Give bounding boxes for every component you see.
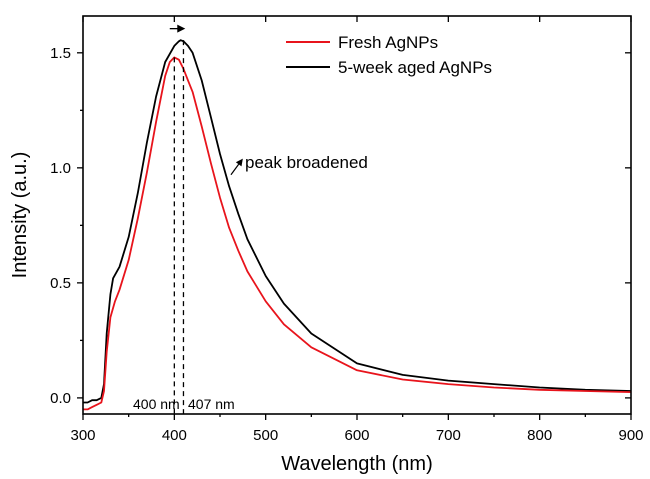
y-tick-label: 1.0 <box>50 160 71 177</box>
plot-annotations <box>169 24 243 414</box>
broadened-arrow <box>230 163 240 176</box>
x-axis-title: Wavelength (nm) <box>281 453 433 475</box>
y-axis-title: Intensity (a.u.) <box>9 152 31 279</box>
x-axis-ticks: 300 400 500 600 700 800 900 <box>70 16 644 444</box>
x-tick-label: 600 <box>344 427 369 444</box>
x-tick-label: 500 <box>253 427 278 444</box>
peak-broadened-label: peak broadened <box>245 153 368 172</box>
x-tick-label: 700 <box>436 427 461 444</box>
series-line-aged <box>83 39 632 404</box>
x-tick-label: 900 <box>618 427 643 444</box>
x-tick-label: 400 <box>162 427 187 444</box>
y-tick-label: 1.5 <box>50 45 71 62</box>
x-tick-label: 800 <box>527 427 552 444</box>
y-tick-label: 0.5 <box>50 275 71 292</box>
legend-label-fresh: Fresh AgNPs <box>338 33 438 52</box>
legend: Fresh AgNPs 5-week aged AgNPs <box>286 33 492 77</box>
x-tick-label: 300 <box>70 427 95 444</box>
y-tick-label: 0.0 <box>50 390 71 407</box>
peak-label-aged: 407 nm <box>188 396 235 412</box>
y-axis-ticks: 0.0 0.5 1.0 1.5 <box>50 45 631 407</box>
peak-label-fresh: 400 nm <box>133 396 180 412</box>
plot-series <box>83 39 632 411</box>
peak-shift-arrowhead <box>177 24 186 33</box>
legend-label-aged: 5-week aged AgNPs <box>338 58 492 77</box>
broadened-arrowhead <box>235 158 243 167</box>
series-line-fresh <box>83 56 632 411</box>
